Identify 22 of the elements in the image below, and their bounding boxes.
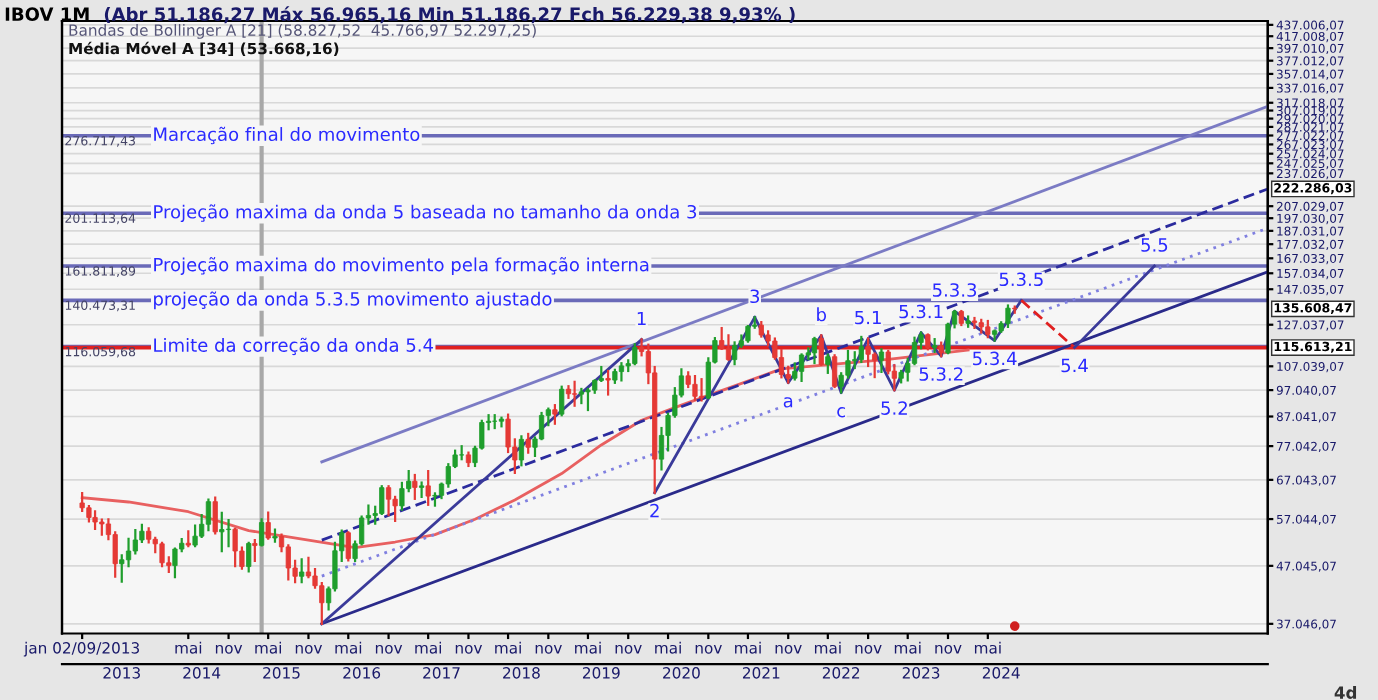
ref-line-label: projeção da onda 5.3.5 movimento ajustado [154,291,552,310]
annotation: 5.5 [1141,238,1168,252]
annotation: 5.1 [855,310,881,325]
annotation: 5.4 [1061,358,1088,373]
ref-line-label: Projeção maxima do movimento pela formação interna [154,257,649,275]
annotation: b [817,307,827,322]
ref-line-label: Limite da correção da onda 5.4 [154,337,434,356]
annotation: 5.3.1 [899,304,943,319]
annotation: c [837,407,846,418]
ref-line-label: Projeção maxima da onda 5 baseada no tamanho da onda 3 [154,204,697,223]
annotation: 2 [650,503,659,518]
annotation: a [783,397,793,408]
annotation: 5.3.4 [973,351,1017,366]
annotation: 1 [637,311,646,326]
annotation: 5.3.5 [999,272,1043,287]
annotation: 5.2 [881,401,907,415]
annotation: 3 [750,289,760,304]
ref-line-label: Marcação final do movimento [154,126,420,145]
annotation: 5.3.3 [932,283,977,297]
annotation: (Abr 51.186,27 Máx 56.965,16 Min 51.186,27 Fch 56.229,38 9,93% ) [104,6,795,24]
annotation: 5.3.2 [919,367,963,381]
text: 4d [1334,686,1357,699]
